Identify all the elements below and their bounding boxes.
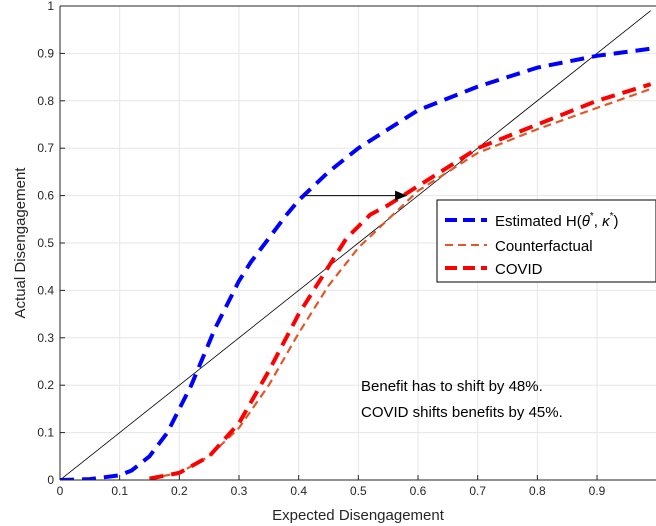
legend: Estimated H(θ*, κ*) Counterfactual COVID [436, 199, 656, 283]
series-line-estimated [60, 46, 651, 480]
legend-label-estimated: Estimated H(θ*, κ*) [495, 211, 619, 230]
series-line-diagonal [60, 10, 651, 480]
y-axis-ticks: 0 0.1 0.2 0.3 0.4 0.5 0.6 0.7 0.8 0.9 1 [37, 0, 65, 487]
x-tick-label: 0.9 [589, 484, 606, 498]
x-tick-label: 0.6 [410, 484, 427, 498]
x-tick-label: 0.3 [231, 484, 248, 498]
legend-label-counterfactual: Counterfactual [495, 238, 593, 255]
x-tick-label: 0.4 [290, 484, 307, 498]
y-tick-label: 0.1 [37, 426, 54, 440]
axes [59, 5, 656, 481]
legend-label-covid: COVID [495, 261, 543, 278]
y-tick-label: 0.6 [37, 189, 54, 203]
annotation-benefit-shift: Benefit has to shift by 48%. [361, 378, 543, 395]
y-tick-label: 0.9 [37, 46, 54, 60]
y-axis-label: Actual Disengagement [12, 167, 29, 319]
y-tick-label: 0.7 [37, 141, 54, 155]
x-axis-ticks: 0 0.1 0.2 0.3 0.4 0.5 0.6 0.7 0.8 0.9 [57, 475, 606, 498]
annotation-covid-shift: COVID shifts benefits by 45%. [361, 404, 563, 421]
series-lines [60, 10, 652, 480]
y-tick-label: 0.5 [37, 236, 54, 250]
series-line-covid [149, 82, 652, 480]
x-tick-label: 0.5 [350, 484, 367, 498]
x-tick-label: 0.8 [529, 484, 546, 498]
x-tick-label: 0.1 [111, 484, 128, 498]
y-tick-label: 0 [47, 473, 54, 487]
y-tick-label: 1 [47, 0, 54, 13]
y-tick-label: 0.8 [37, 94, 54, 108]
y-tick-label: 0.2 [37, 378, 54, 392]
y-tick-label: 0.3 [37, 331, 54, 345]
x-tick-label: 0 [57, 484, 64, 498]
x-tick-label: 0.2 [171, 484, 188, 498]
x-tick-label: 0.7 [469, 484, 486, 498]
y-tick-label: 0.4 [37, 283, 54, 297]
x-axis-label: Expected Disengagement [272, 507, 445, 524]
